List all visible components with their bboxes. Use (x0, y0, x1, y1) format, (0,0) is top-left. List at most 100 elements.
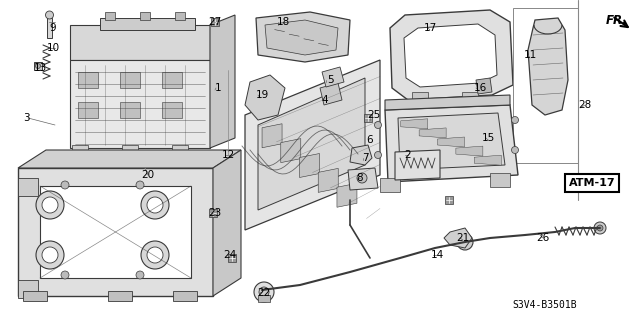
Circle shape (136, 271, 144, 279)
Polygon shape (120, 72, 140, 88)
Text: 25: 25 (367, 110, 381, 120)
Polygon shape (120, 102, 140, 118)
Polygon shape (476, 78, 492, 94)
Text: 7: 7 (362, 153, 368, 163)
Polygon shape (438, 137, 465, 147)
Text: 27: 27 (209, 17, 221, 27)
Circle shape (136, 181, 144, 189)
Polygon shape (47, 18, 52, 38)
Polygon shape (245, 60, 380, 230)
Polygon shape (175, 12, 185, 20)
Polygon shape (398, 113, 505, 170)
Circle shape (42, 197, 58, 213)
Polygon shape (322, 67, 344, 87)
Polygon shape (385, 105, 518, 182)
Circle shape (597, 225, 603, 231)
Circle shape (511, 116, 518, 123)
Circle shape (141, 191, 169, 219)
Bar (513, 8, 578, 163)
Polygon shape (258, 78, 365, 210)
Polygon shape (105, 12, 115, 20)
Polygon shape (78, 72, 98, 88)
Polygon shape (162, 102, 182, 118)
Polygon shape (456, 146, 483, 156)
Polygon shape (419, 128, 446, 138)
Polygon shape (348, 168, 378, 190)
Polygon shape (265, 20, 338, 55)
Text: FR.: FR. (606, 13, 628, 26)
Circle shape (61, 181, 69, 189)
Polygon shape (23, 291, 47, 301)
Polygon shape (318, 168, 338, 192)
Polygon shape (78, 102, 98, 118)
Text: 9: 9 (50, 23, 56, 33)
Circle shape (594, 222, 606, 234)
Text: 18: 18 (276, 17, 290, 27)
Polygon shape (209, 209, 217, 217)
Bar (18, 168, 213, 296)
Text: 6: 6 (367, 135, 373, 145)
Text: 5: 5 (326, 75, 333, 85)
Polygon shape (72, 145, 88, 158)
Text: 13: 13 (33, 63, 47, 73)
Polygon shape (245, 75, 285, 120)
Polygon shape (18, 280, 38, 298)
Polygon shape (350, 145, 372, 165)
Text: 23: 23 (209, 208, 221, 218)
Polygon shape (34, 62, 42, 70)
Polygon shape (281, 139, 301, 163)
Text: 4: 4 (322, 95, 328, 105)
Text: 14: 14 (430, 250, 444, 260)
Text: 20: 20 (141, 170, 155, 180)
Circle shape (147, 197, 163, 213)
Polygon shape (364, 114, 372, 122)
Text: 26: 26 (536, 233, 550, 243)
Polygon shape (172, 145, 188, 158)
Polygon shape (337, 183, 357, 207)
Polygon shape (213, 150, 241, 296)
Text: 3: 3 (22, 113, 29, 123)
Text: 2: 2 (404, 150, 412, 160)
Polygon shape (140, 12, 150, 20)
Polygon shape (401, 119, 428, 129)
Polygon shape (445, 196, 453, 204)
Polygon shape (380, 178, 400, 192)
Text: 12: 12 (221, 150, 235, 160)
Circle shape (36, 241, 64, 269)
Polygon shape (412, 92, 428, 102)
Polygon shape (404, 24, 497, 87)
Polygon shape (100, 18, 195, 30)
Polygon shape (258, 295, 270, 302)
Polygon shape (122, 145, 138, 158)
Polygon shape (108, 291, 132, 301)
Polygon shape (70, 25, 210, 60)
Polygon shape (320, 83, 342, 105)
Circle shape (35, 63, 40, 69)
Polygon shape (395, 150, 440, 180)
Polygon shape (490, 173, 510, 187)
Circle shape (36, 191, 64, 219)
Polygon shape (70, 60, 210, 148)
Polygon shape (162, 72, 182, 88)
Text: 11: 11 (524, 50, 536, 60)
Circle shape (511, 146, 518, 153)
Text: 22: 22 (257, 288, 271, 298)
Polygon shape (18, 178, 38, 196)
Circle shape (254, 282, 274, 302)
Polygon shape (474, 155, 501, 165)
Polygon shape (444, 228, 472, 248)
Circle shape (45, 11, 54, 19)
Circle shape (259, 287, 269, 297)
Text: 10: 10 (47, 43, 60, 53)
Text: 15: 15 (481, 133, 495, 143)
Polygon shape (256, 12, 350, 62)
Circle shape (147, 247, 163, 263)
Text: 17: 17 (424, 23, 436, 33)
Polygon shape (173, 291, 197, 301)
Polygon shape (18, 150, 241, 168)
Polygon shape (262, 124, 282, 148)
Polygon shape (528, 18, 568, 115)
Circle shape (374, 122, 381, 129)
Polygon shape (300, 153, 319, 177)
Text: 28: 28 (579, 100, 591, 110)
